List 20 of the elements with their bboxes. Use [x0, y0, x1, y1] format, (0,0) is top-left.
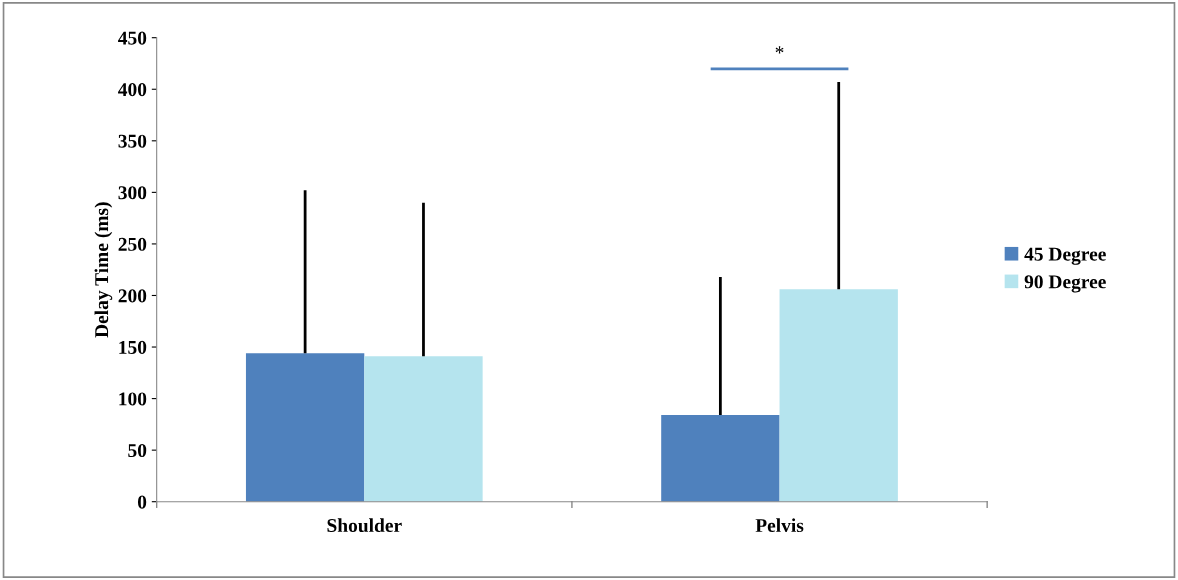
y-tick-label: 350 — [118, 134, 147, 148]
y-tick-label: 0 — [137, 495, 147, 509]
bar — [661, 415, 780, 502]
bar — [364, 356, 483, 502]
x-tick-label: Pelvis — [755, 518, 804, 533]
y-axis-title: Delay Time (ms) — [94, 202, 113, 338]
y-tick-label: 250 — [118, 237, 147, 251]
y-tick-label: 300 — [118, 186, 147, 200]
y-tick-label: 150 — [119, 340, 147, 354]
y-tick-label: 450 — [118, 31, 147, 45]
y-tick-label: 100 — [119, 392, 147, 406]
legend-label: 90 Degree — [1024, 275, 1106, 293]
y-tick-label: 50 — [128, 443, 147, 458]
y-tick-label: 400 — [118, 83, 147, 97]
x-tick-label: Shoulder — [327, 518, 402, 533]
y-tick-label: 200 — [118, 289, 147, 303]
legend-label: 45 Degree — [1024, 247, 1106, 265]
bar — [779, 289, 898, 502]
bar — [245, 353, 365, 502]
annotation: * — [775, 46, 784, 54]
